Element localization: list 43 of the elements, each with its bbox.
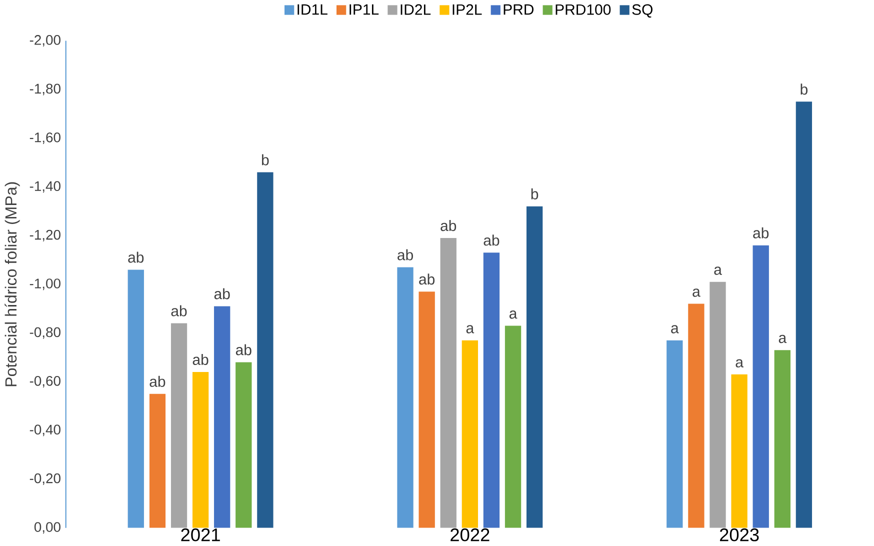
data-label: ab — [150, 376, 166, 387]
y-tick-label: -1,40 — [30, 181, 60, 193]
data-label: ab — [753, 227, 769, 238]
data-label: a — [466, 325, 474, 334]
data-label: ab — [236, 344, 252, 356]
legend-label: PRD100 — [556, 4, 611, 15]
data-label: ab — [440, 220, 456, 232]
data-label: b — [800, 84, 808, 95]
data-label: ab — [398, 249, 413, 260]
x-tick-label: 2023 — [720, 528, 759, 542]
data-label: ab — [419, 274, 435, 285]
y-tick-label: -2,00 — [30, 35, 60, 47]
data-label: a — [714, 266, 722, 275]
data-label: ab — [192, 354, 208, 366]
legend-label: PRD — [504, 4, 534, 15]
data-label: a — [692, 288, 700, 297]
legend-label: ID2L — [400, 4, 431, 15]
x-tick-label: 2021 — [181, 528, 220, 542]
data-label: ab — [128, 252, 144, 263]
legend-label: ID1L — [298, 4, 328, 15]
y-tick-label: -1,00 — [30, 278, 60, 290]
legend-label: IP2L — [452, 4, 482, 15]
y-tick-label: 0,00 — [34, 522, 60, 534]
legend-label: SQ — [632, 4, 652, 18]
y-tick-label: -1,80 — [30, 84, 60, 96]
y-tick-label: -0,40 — [30, 424, 60, 436]
data-label: a — [510, 310, 518, 319]
y-tick-label: -0,60 — [30, 376, 60, 388]
y-tick-label: -0,20 — [30, 473, 60, 485]
data-label: ab — [484, 234, 500, 246]
data-label: b — [531, 188, 538, 200]
data-label: ab — [214, 288, 230, 300]
data-label: a — [778, 334, 787, 344]
x-tick-label: 2022 — [450, 528, 490, 542]
data-label: a — [671, 325, 679, 334]
legend-label: IP1L — [350, 4, 379, 15]
y-axis-title: Potencial hídrico foliar (MPa) — [4, 182, 20, 386]
data-label: ab — [171, 305, 187, 316]
y-tick-label: -1,60 — [30, 132, 60, 144]
y-tick-label: -0,80 — [30, 327, 60, 339]
data-label: b — [262, 154, 269, 166]
data-label: a — [736, 359, 744, 368]
y-tick-label: -1,20 — [30, 230, 60, 242]
